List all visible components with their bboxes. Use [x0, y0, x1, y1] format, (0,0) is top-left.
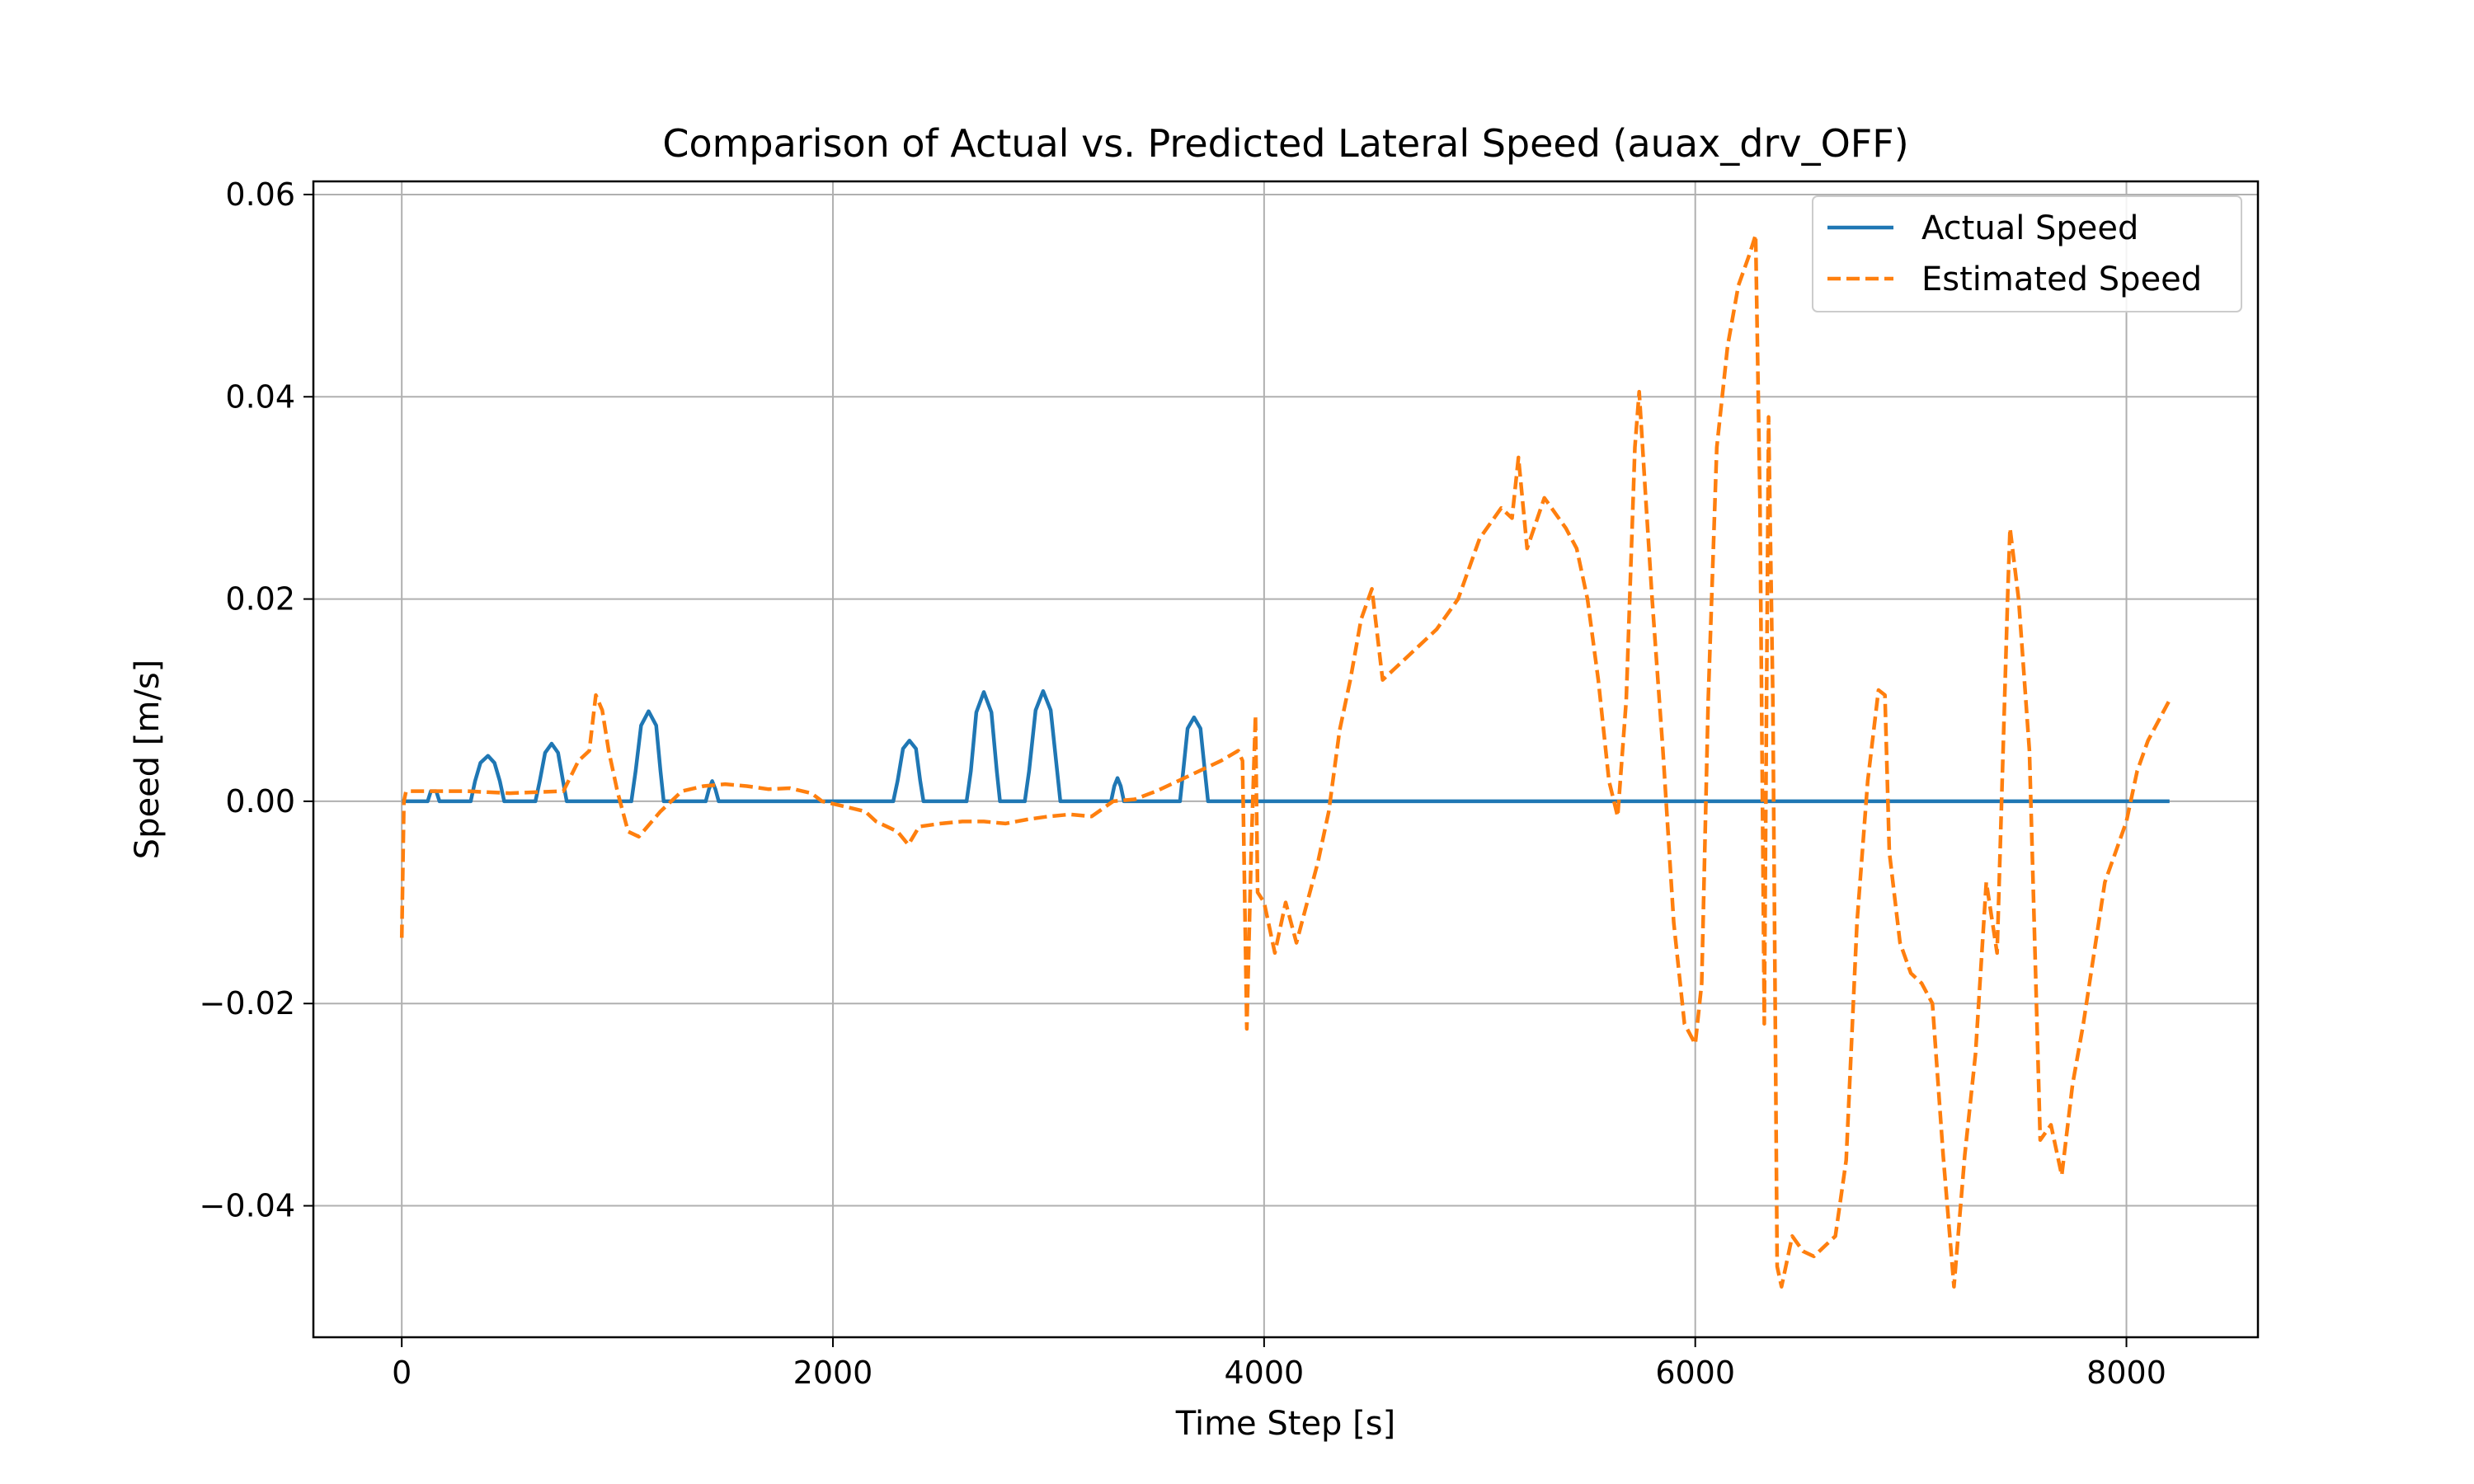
legend-box: [1812, 195, 2242, 312]
y-tick-label: 0.02: [225, 581, 295, 618]
plot-frame: [312, 180, 2260, 1339]
legend: Actual Speed Estimated Speed: [1812, 195, 2242, 312]
series-line-actual-speed: [402, 688, 2170, 804]
y-tick-label: −0.04: [200, 1188, 295, 1224]
legend-label-estimated-speed: Estimated Speed: [1921, 261, 2202, 298]
chart-title: Comparison of Actual vs. Predicted Later…: [662, 121, 1908, 166]
y-tick-label: −0.02: [200, 985, 295, 1021]
ticks: 0 2000 4000 6000 8000 −0.04 −0.02 0.00 0.02 0.04 0…: [200, 176, 2166, 1391]
x-tick-label: 8000: [2086, 1355, 2166, 1391]
y-tick-label: 0.06: [225, 176, 295, 213]
x-axis-title: Time Step [s]: [1175, 1405, 1395, 1443]
y-tick-label: 0.00: [225, 783, 295, 819]
x-tick-label: 6000: [1655, 1355, 1735, 1391]
series-line-estimated-speed: [399, 232, 2171, 1289]
legend-label-actual-speed: Actual Speed: [1921, 209, 2138, 247]
x-tick-label: 4000: [1224, 1355, 1304, 1391]
series-group: [399, 232, 2171, 1289]
y-axis-title: Speed [m/s]: [129, 660, 167, 860]
x-tick-label: 2000: [793, 1355, 873, 1391]
y-tick-label: 0.04: [225, 378, 295, 415]
x-tick-label: 0: [392, 1355, 412, 1391]
